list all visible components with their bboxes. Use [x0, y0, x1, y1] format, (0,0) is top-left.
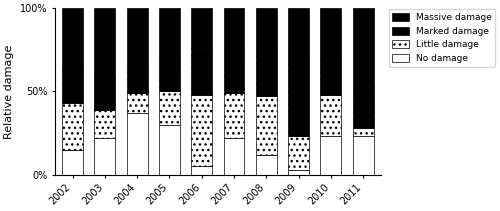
Bar	[288, 8, 309, 53]
Bar	[159, 125, 180, 175]
Bar	[352, 128, 374, 136]
Bar	[126, 113, 148, 175]
Bar	[191, 48, 212, 95]
Bar	[62, 66, 83, 103]
Bar	[94, 76, 116, 110]
Bar	[159, 8, 180, 61]
Bar	[126, 93, 148, 113]
Bar	[256, 51, 277, 96]
Bar	[256, 96, 277, 155]
Bar	[94, 110, 116, 138]
Bar	[320, 8, 342, 58]
Bar	[256, 8, 277, 51]
Bar	[94, 8, 116, 76]
Bar	[352, 136, 374, 175]
Bar	[126, 8, 148, 68]
Bar	[159, 91, 180, 125]
Bar	[191, 166, 212, 175]
Bar	[191, 8, 212, 48]
Bar	[352, 86, 374, 128]
Bar	[320, 95, 342, 136]
Bar	[288, 53, 309, 136]
Bar	[159, 61, 180, 91]
Bar	[352, 8, 374, 86]
Bar	[224, 8, 244, 50]
Bar	[224, 138, 244, 175]
Bar	[62, 150, 83, 175]
Bar	[126, 68, 148, 93]
Bar	[320, 58, 342, 95]
Y-axis label: Relative damage: Relative damage	[4, 44, 14, 139]
Bar	[224, 93, 244, 138]
Bar	[320, 136, 342, 175]
Legend: Massive damage, Marked damage, Little damage, No damage: Massive damage, Marked damage, Little da…	[388, 9, 495, 67]
Bar	[62, 103, 83, 150]
Bar	[94, 138, 116, 175]
Bar	[224, 50, 244, 93]
Bar	[288, 136, 309, 170]
Bar	[256, 155, 277, 175]
Bar	[62, 8, 83, 66]
Bar	[288, 170, 309, 175]
Bar	[191, 95, 212, 166]
